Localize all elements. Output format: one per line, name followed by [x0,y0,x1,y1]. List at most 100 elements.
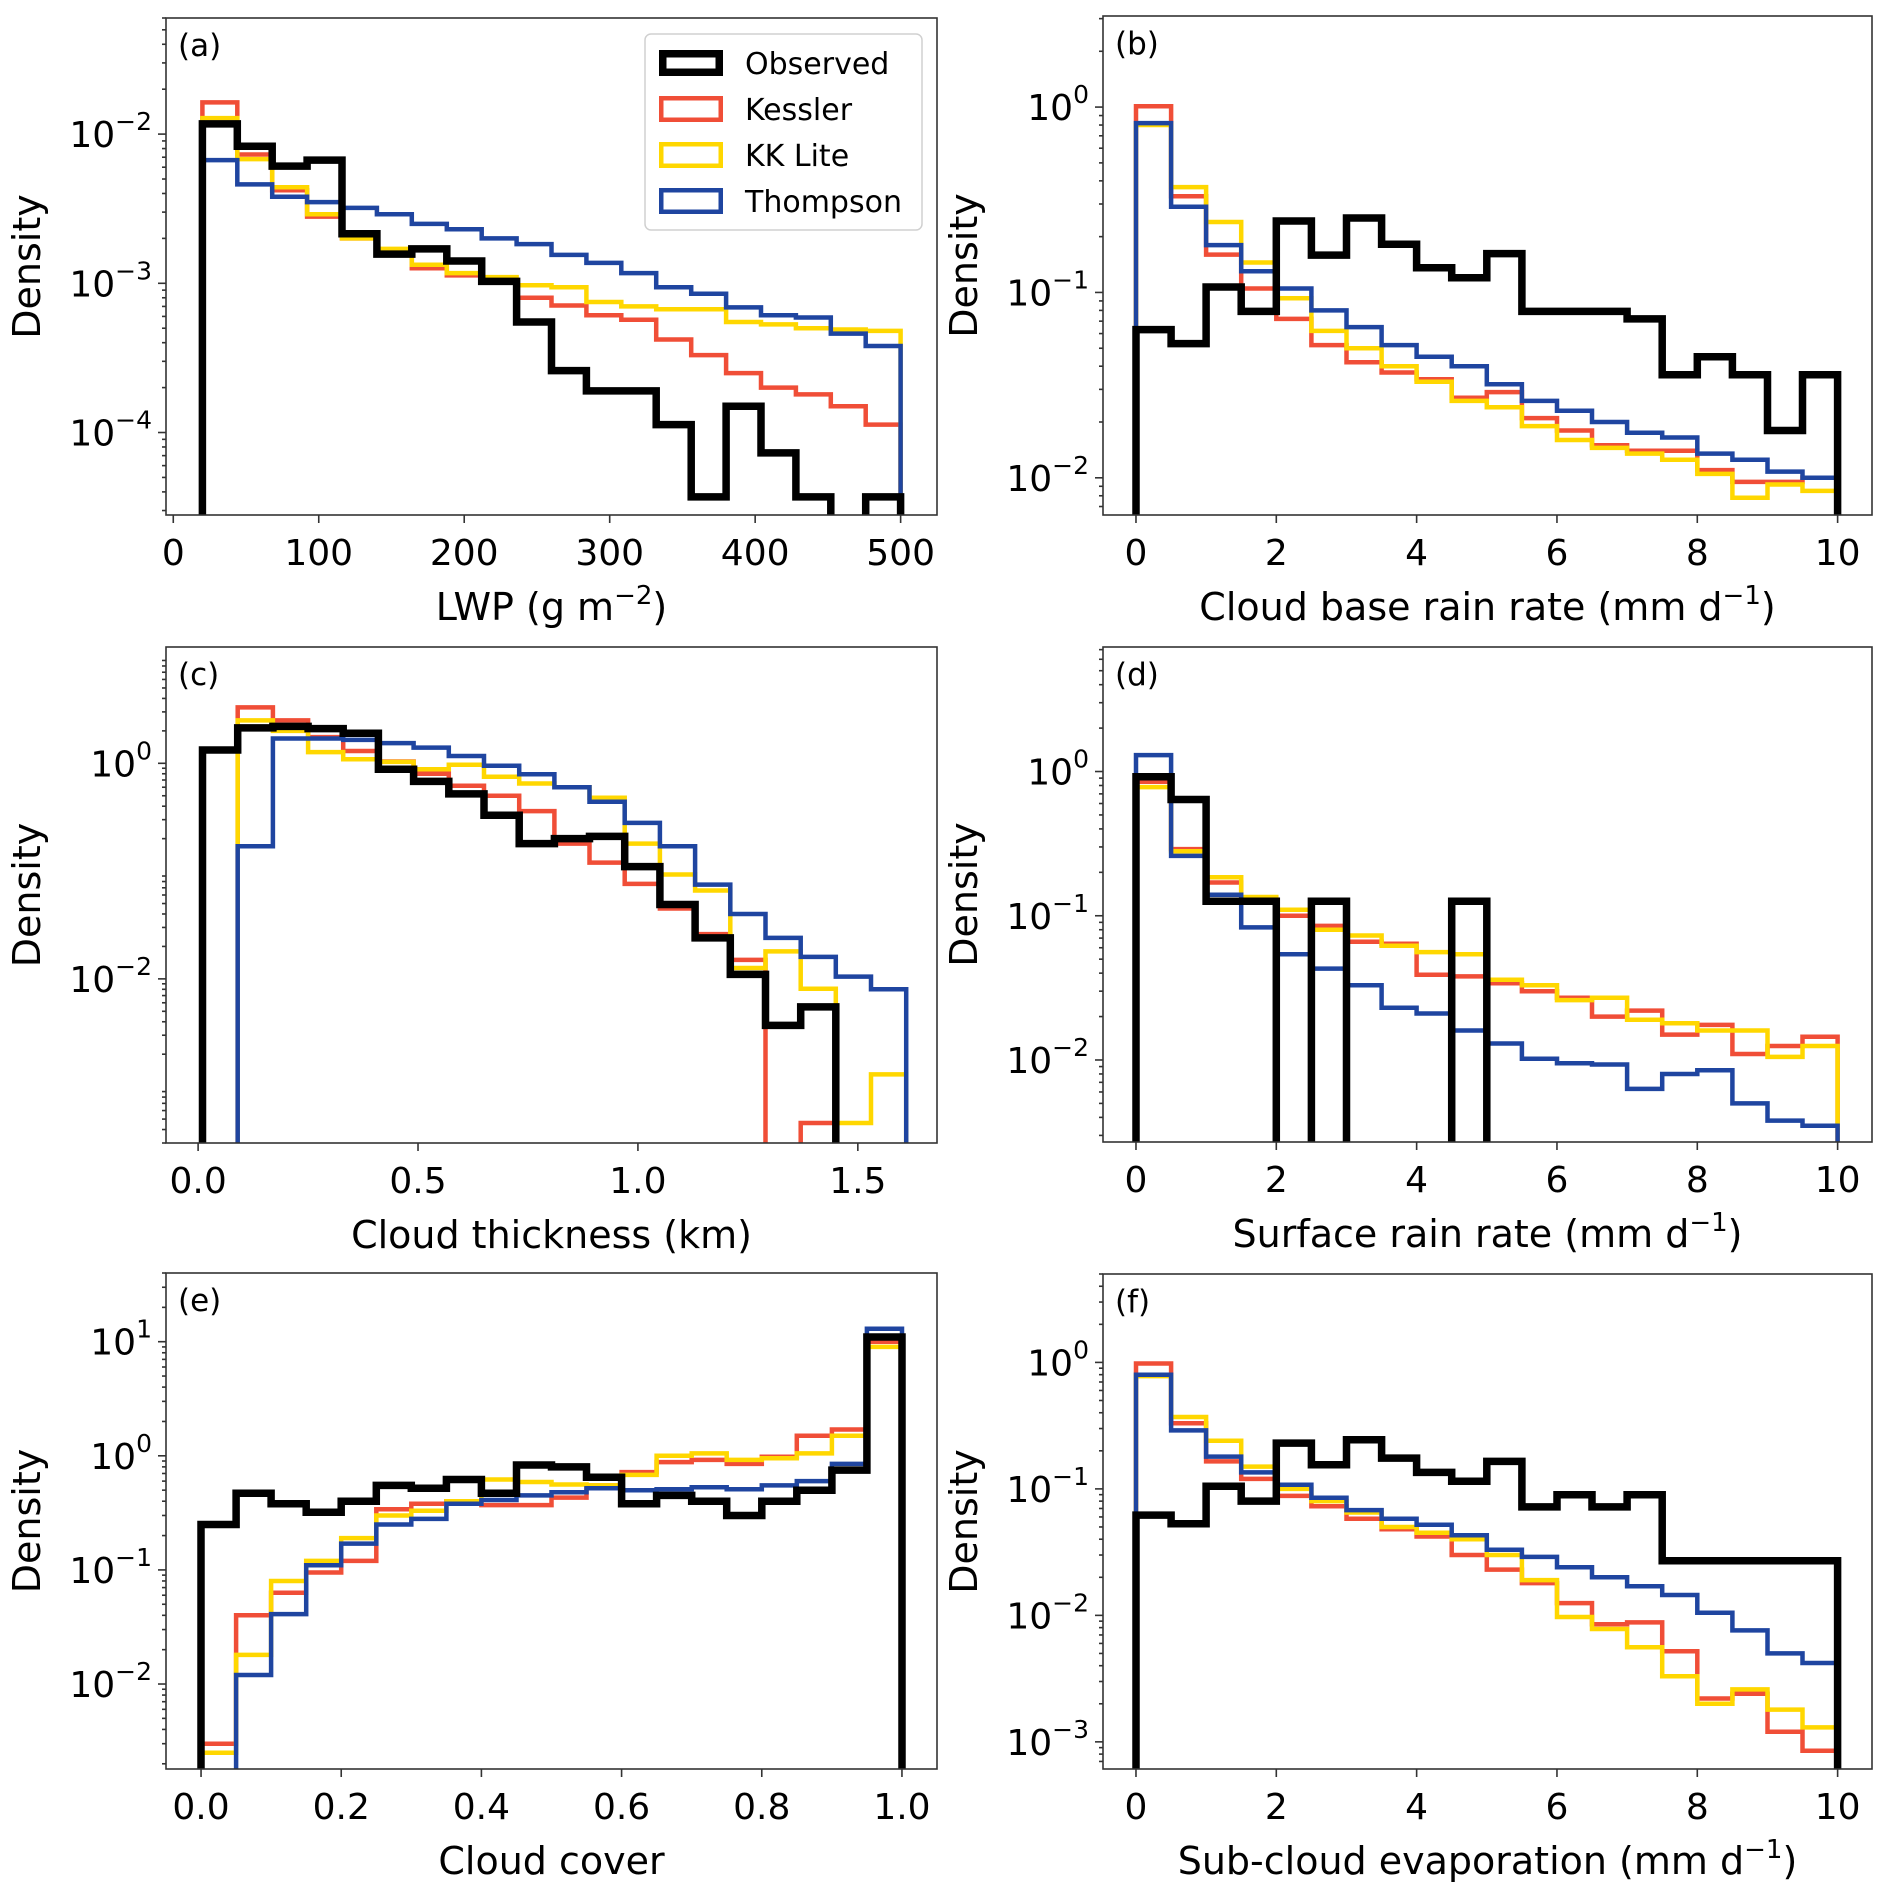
x-tick-label: 6 [1546,533,1569,574]
y-tick-label: 100 [90,1429,152,1478]
histogram-kk-lite [200,115,903,515]
y-axis-label: Density [942,822,986,966]
histogram-observed [1132,214,1842,515]
histogram-observed [1132,772,1491,1142]
x-tick-label: 400 [721,533,790,574]
histogram-kessler [1133,1361,1840,1769]
y-tick-label: 10−2 [69,1657,152,1706]
x-tick-label: 0 [162,533,185,574]
histogram-thompson [233,1326,905,1769]
x-tick-label: 6 [1546,1160,1569,1201]
x-tick-label: 0.0 [169,1161,226,1202]
x-tick-label: 1.5 [829,1161,886,1202]
x-tick-label: 0 [1125,1160,1148,1201]
histogram-thompson [1133,1372,1840,1769]
x-tick-label: 100 [284,533,353,574]
histogram-observed [198,722,840,1143]
panel-c: 0.0 0.5 1.0 1.5 100 10−2 (c) Cloud thickness (k… [5,646,938,1257]
panel-a: 0 100 200 300 400 500 10−2 10−3 10−4 (a) LWP (g m−… [5,17,938,629]
x-tick-label: 8 [1686,1160,1709,1201]
y-tick-label: 10−2 [1006,1588,1089,1637]
axes-frame [1102,1273,1873,1770]
legend-label-kk-lite: KK Lite [745,139,849,174]
series-group [1132,1361,1842,1769]
x-tick-label: 0.4 [453,1787,510,1828]
y-tick-label: 10−2 [1006,1033,1089,1082]
y-axis-label: Density [5,1449,49,1593]
series-group [198,705,909,1143]
histogram-observed [1132,1435,1842,1769]
y-axis-label: Density [942,1449,986,1593]
legend-box [644,33,923,231]
x-axis-label: Sub-cloud evaporation (mm d−1) [1178,1835,1798,1883]
histogram-thompson [200,157,903,515]
y-tick-label: 101 [90,1315,152,1364]
x-tick-label: 0.6 [593,1787,650,1828]
axes-frame [1102,15,1873,516]
x-tick-label: 500 [866,533,935,574]
axes-frame [165,17,938,516]
panel-f: 0 2 4 6 8 10 100 10−1 10−2 10−3 (f) Sub-cloud evapo… [942,1273,1873,1883]
panel-label: (a) [178,28,221,64]
panel-label: (c) [178,657,219,693]
panel-d: 0 2 4 6 8 10 100 10−1 10−2 (d) Surface rain rate (… [942,646,1873,1256]
x-tick-label: 2 [1265,1787,1288,1828]
series-group [1132,104,1842,515]
x-tick-label: 4 [1405,1160,1428,1201]
x-tick-label: 8 [1686,1787,1709,1828]
x-tick-label: 0.0 [172,1787,229,1828]
x-tick-label: 2 [1265,1160,1288,1201]
legend-swatch-kk-lite [659,142,723,168]
histogram-kk-lite [1133,122,1840,515]
y-tick-label: 10−2 [69,952,152,1001]
x-tick-label: 0 [1125,533,1148,574]
histogram-observed [197,1333,906,1769]
y-tick-label: 10−1 [1006,265,1089,314]
x-tick-label: 300 [575,533,644,574]
axes-frame [165,1272,938,1770]
y-axis-label: Density [5,194,49,338]
y-axis-label: Density [942,193,986,337]
y-tick-label: 100 [90,736,152,785]
x-tick-label: 10 [1815,1787,1861,1828]
x-tick-label: 2 [1265,533,1288,574]
x-tick-label: 6 [1546,1787,1569,1828]
panel-b: 0 2 4 6 8 10 100 10−1 10−2 (b) Cloud base rain rat… [942,15,1873,629]
x-axis-label: Cloud cover [438,1839,665,1883]
x-axis-label: LWP (g m−2) [436,581,667,629]
x-tick-label: 10 [1815,1160,1861,1201]
histogram-kk-lite [1133,1373,1840,1769]
axes-frame [1102,646,1873,1143]
histogram-thompson [1133,120,1840,515]
y-tick-label: 10−3 [69,256,152,305]
y-axis-label: Density [5,823,49,967]
y-tick-label: 10−3 [1006,1715,1089,1764]
y-tick-label: 10−1 [1006,889,1089,938]
x-tick-label: 0.5 [389,1161,446,1202]
series-group [197,1326,906,1769]
x-tick-label: 4 [1405,1787,1428,1828]
legend-swatch-kessler [659,96,723,122]
x-tick-label: 8 [1686,533,1709,574]
x-axis-label: Surface rain rate (mm d−1) [1233,1208,1743,1256]
legend-label-thompson: Thompson [744,185,902,220]
x-tick-label: 1.0 [873,1787,930,1828]
legend-swatch-thompson [659,188,723,214]
x-tick-label: 200 [430,533,499,574]
y-tick-label: 10−2 [1006,451,1089,500]
series-group [1132,752,1840,1142]
y-tick-label: 10−1 [69,1543,152,1592]
x-tick-label: 1.0 [609,1161,666,1202]
panel-label: (f) [1115,1284,1150,1320]
panel-label: (e) [178,1283,221,1319]
y-tick-label: 100 [1027,1335,1089,1384]
y-tick-label: 100 [1027,80,1089,129]
legend-swatch-observed [659,50,723,76]
series-group [198,100,905,515]
x-tick-label: 0.2 [313,1787,370,1828]
y-tick-label: 10−2 [69,107,152,156]
x-axis-label: Cloud thickness (km) [351,1213,752,1257]
legend-label-kessler: Kessler [745,93,853,128]
y-tick-label: 10−4 [69,406,152,455]
